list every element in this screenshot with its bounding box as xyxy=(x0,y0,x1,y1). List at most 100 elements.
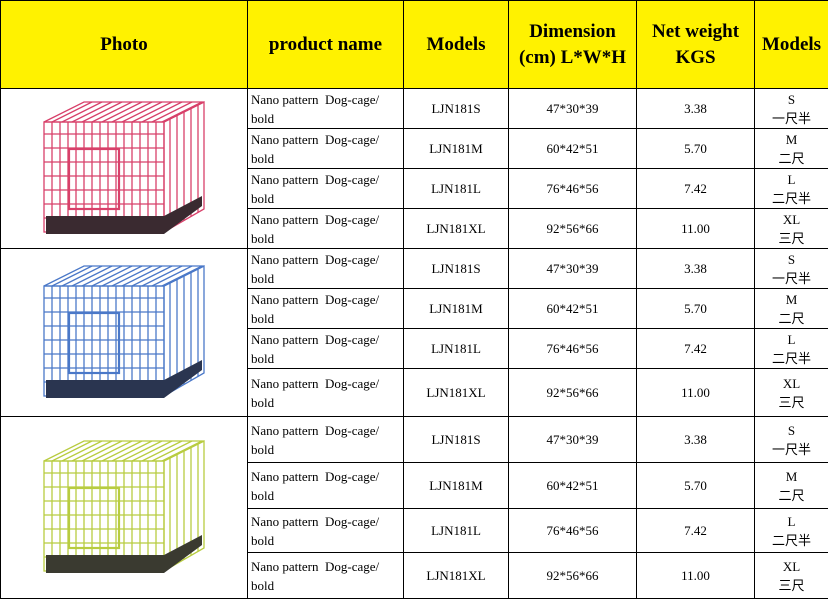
size-code: M xyxy=(785,291,798,307)
model: LJN181XL xyxy=(403,368,509,417)
cage-photo xyxy=(43,439,205,573)
dimension: 92*56*66 xyxy=(508,368,637,417)
tray xyxy=(46,195,202,234)
net-weight: 3.38 xyxy=(636,248,755,289)
net-weight: 5.70 xyxy=(636,462,755,509)
bar xyxy=(131,264,173,287)
bar xyxy=(151,439,193,462)
product-name: Nano pattern Dog-cage/ bold xyxy=(247,462,404,509)
bar xyxy=(81,439,123,462)
dimension: 47*30*39 xyxy=(508,248,637,289)
bar xyxy=(51,100,93,123)
size-cell: S 一尺半 xyxy=(754,248,828,289)
net-weight: 5.70 xyxy=(636,288,755,329)
bar xyxy=(81,100,123,123)
size-chinese: 二尺半 xyxy=(771,350,811,366)
header-cell: Models xyxy=(403,0,509,89)
cage xyxy=(43,100,205,233)
bar xyxy=(111,100,153,123)
cage xyxy=(43,439,205,572)
model: LJN181S xyxy=(403,416,509,463)
tray xyxy=(46,359,202,398)
bar xyxy=(151,100,193,123)
model: LJN181XL xyxy=(403,208,509,249)
bar xyxy=(101,100,143,123)
table-row: Nano pattern Dog-cage/ bold LJN181L 76*46*… xyxy=(1,168,828,209)
bar xyxy=(141,264,183,287)
net-weight: 7.42 xyxy=(636,168,755,209)
size-code: L xyxy=(787,171,796,187)
door xyxy=(67,147,121,210)
net-weight: 11.00 xyxy=(636,208,755,249)
table-row: Nano pattern Dog-cage/ bold LJN181XL 92*56… xyxy=(1,552,828,599)
size-code: XL xyxy=(782,211,801,227)
cage xyxy=(43,264,205,397)
product-name: Nano pattern Dog-cage/ bold xyxy=(247,328,404,369)
bar xyxy=(91,100,133,123)
product-name: Nano pattern Dog-cage/ bold xyxy=(247,368,404,417)
product-name: Nano pattern Dog-cage/ bold xyxy=(247,208,404,249)
bar xyxy=(151,264,193,287)
size-chinese: 二尺 xyxy=(778,310,805,326)
product-name: Nano pattern Dog-cage/ bold xyxy=(247,416,404,463)
size-chinese: 一尺半 xyxy=(771,110,811,126)
table-row: Nano pattern Dog-cage/ bold LJN181L 76*46*… xyxy=(1,508,828,553)
dimension: 76*46*56 xyxy=(508,508,637,553)
header-row: Photo product name Models Dimension (cm) L*… xyxy=(0,0,828,89)
product-name: Nano pattern Dog-cage/ bold xyxy=(247,128,404,169)
bar xyxy=(91,439,133,462)
bar xyxy=(121,100,163,123)
size-cell: L 二尺半 xyxy=(754,168,828,209)
table-row: Nano pattern Dog-cage/ bold LJN181M 60*42*… xyxy=(1,462,828,509)
bar xyxy=(101,264,143,287)
dimension: 92*56*66 xyxy=(508,552,637,599)
table-row: Nano pattern Dog-cage/ bold LJN181S 47*30*… xyxy=(0,88,828,249)
bar xyxy=(131,439,173,462)
net-weight: 7.42 xyxy=(636,328,755,369)
bar xyxy=(161,264,203,287)
size-cell: XL 三尺 xyxy=(754,368,828,417)
table-row: Nano pattern Dog-cage/ bold LJN181S 47*30*… xyxy=(0,416,828,599)
dimension: 60*42*51 xyxy=(508,128,637,169)
net-weight: 11.00 xyxy=(636,552,755,599)
size-chinese: 二尺 xyxy=(778,487,805,503)
bar xyxy=(71,100,113,123)
bar xyxy=(131,100,173,123)
net-weight: 3.38 xyxy=(636,416,755,463)
net-weight: 3.38 xyxy=(636,88,755,129)
product-name: Nano pattern Dog-cage/ bold xyxy=(247,168,404,209)
size-code: M xyxy=(785,468,798,484)
model: LJN181M xyxy=(403,288,509,329)
size-cell: XL 三尺 xyxy=(754,552,828,599)
net-weight: 7.42 xyxy=(636,508,755,553)
product-name: Nano pattern Dog-cage/ bold xyxy=(247,248,404,289)
photo-cell xyxy=(0,248,248,417)
size-chinese: 二尺半 xyxy=(771,532,811,548)
net-weight: 5.70 xyxy=(636,128,755,169)
size-cell: M 二尺 xyxy=(754,128,828,169)
product-name: Nano pattern Dog-cage/ bold xyxy=(247,508,404,553)
header-cell: Dimension (cm) L*W*H xyxy=(508,0,637,89)
table-row: Nano pattern Dog-cage/ bold LJN181M 60*42*… xyxy=(1,288,828,329)
model: LJN181S xyxy=(403,248,509,289)
bar xyxy=(91,264,133,287)
size-code: S xyxy=(787,91,796,107)
tray xyxy=(46,534,202,573)
size-cell: M 二尺 xyxy=(754,462,828,509)
bar xyxy=(161,100,203,123)
bar xyxy=(111,264,153,287)
dimension: 60*42*51 xyxy=(508,288,637,329)
cage-photo xyxy=(43,100,205,234)
size-cell: XL 三尺 xyxy=(754,208,828,249)
size-cell: S 一尺半 xyxy=(754,416,828,463)
dimension: 92*56*66 xyxy=(508,208,637,249)
size-chinese: 一尺半 xyxy=(771,441,811,457)
bar xyxy=(71,439,113,462)
bar xyxy=(121,439,163,462)
bar xyxy=(61,439,103,462)
header-cell: Models xyxy=(754,0,828,89)
model: LJN181L xyxy=(403,168,509,209)
bar xyxy=(161,439,203,462)
size-chinese: 三尺 xyxy=(778,394,805,410)
cage-front xyxy=(43,459,165,572)
